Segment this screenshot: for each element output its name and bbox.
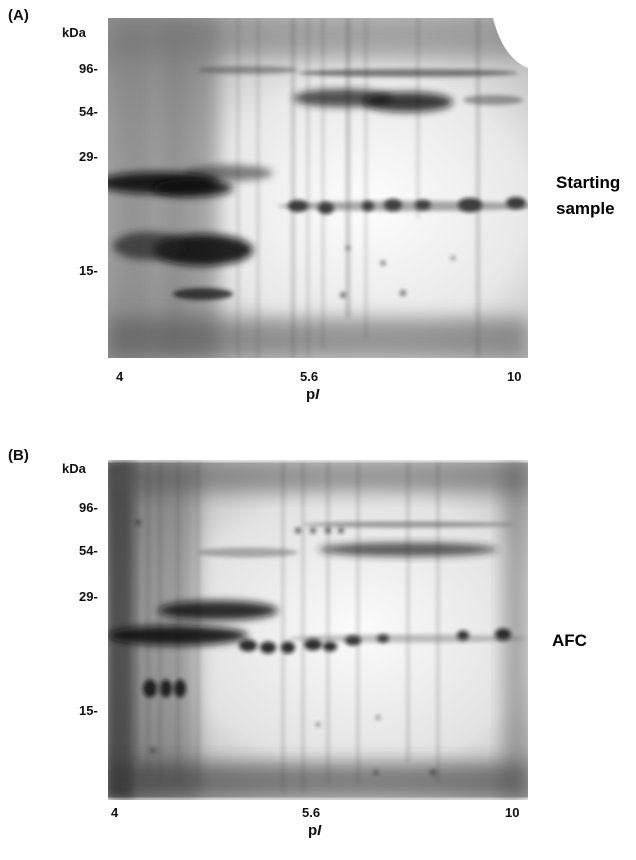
pi-tick-5-6: 5.6 xyxy=(300,369,319,384)
mw-marker-29: 29- xyxy=(79,589,98,604)
x-axis-label-prefix: p xyxy=(308,822,318,839)
mw-marker-54: 54- xyxy=(79,543,98,558)
pi-tick-10: 10 xyxy=(505,805,520,820)
panel-caption: Starting sample xyxy=(556,170,620,221)
y-axis-unit: kDa xyxy=(62,461,86,476)
mw-marker-29: 29- xyxy=(79,149,98,164)
y-axis-unit: kDa xyxy=(62,25,86,40)
panel-label: (B) xyxy=(8,447,29,464)
panel-a: (A) kDa 96- 54- 29- 15- xyxy=(0,0,636,420)
pi-tick-5-6: 5.6 xyxy=(302,805,321,820)
pi-tick-4: 4 xyxy=(111,805,119,820)
mw-marker-15: 15- xyxy=(79,703,98,718)
gel-image-a xyxy=(108,18,528,358)
mw-marker-96: 96- xyxy=(79,500,98,515)
mw-marker-15: 15- xyxy=(79,263,98,278)
panel-label: (A) xyxy=(8,7,29,24)
x-axis-label-prefix: p xyxy=(306,386,316,403)
caption-line: Starting xyxy=(556,173,621,192)
mw-marker-96: 96- xyxy=(79,61,98,76)
x-axis-label: pI xyxy=(306,387,319,402)
x-axis-label: pI xyxy=(308,823,321,838)
panel-b: (B) kDa 96- 54- 29- 15- xyxy=(0,440,636,860)
mw-marker-54: 54- xyxy=(79,104,98,119)
x-axis-label-italic: I xyxy=(315,386,320,403)
pi-tick-10: 10 xyxy=(507,369,522,384)
x-axis-label-italic: I xyxy=(317,822,322,839)
pi-tick-4: 4 xyxy=(116,369,124,384)
caption-line: AFC xyxy=(552,631,587,650)
gel-image-b xyxy=(108,462,528,798)
caption-line: sample xyxy=(556,198,615,218)
panel-caption: AFC xyxy=(552,628,587,654)
